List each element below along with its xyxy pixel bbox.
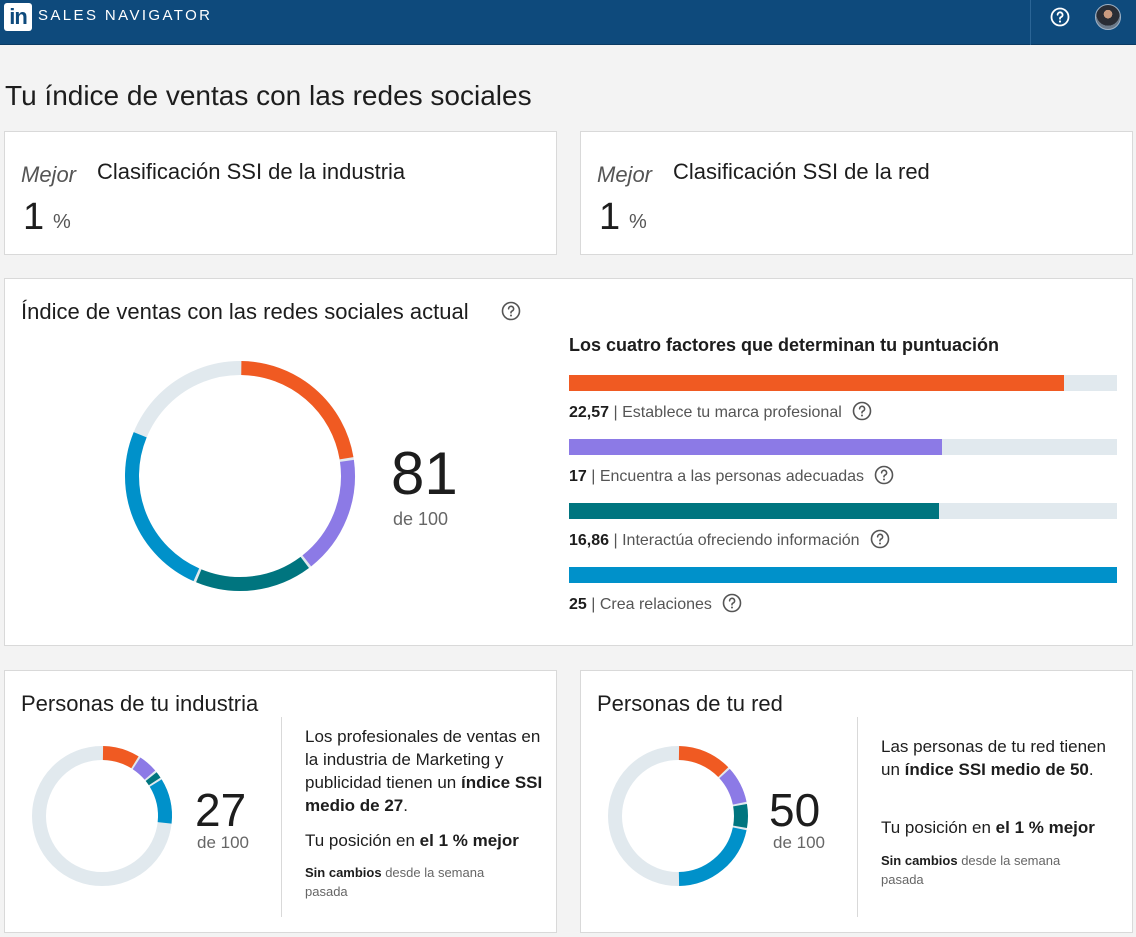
network-rank-card: Mejor Clasificación SSI de la red 1 % bbox=[580, 131, 1133, 255]
donut-segment bbox=[196, 556, 309, 591]
factor-label: 22,57 | Establece tu marca profesional bbox=[569, 401, 872, 422]
rank-value: 1 bbox=[23, 196, 45, 238]
industry-people-card: Personas de tu industria 27 de 100 Los p… bbox=[4, 670, 557, 933]
network-position: Tu posición en el 1 % mejor bbox=[881, 818, 1095, 837]
donut-segment bbox=[125, 432, 200, 582]
donut-segment bbox=[241, 361, 354, 460]
rank-label: Mejor bbox=[597, 162, 653, 187]
peer-divider bbox=[857, 717, 858, 917]
help-circle-icon[interactable] bbox=[874, 465, 894, 485]
help-circle-icon[interactable] bbox=[870, 529, 890, 549]
factor-bar-track bbox=[569, 375, 1117, 391]
network-score: 50 bbox=[769, 784, 821, 836]
top-navigation-bar: in SALES NAVIGATOR bbox=[0, 0, 1136, 45]
help-circle-icon[interactable] bbox=[501, 301, 521, 321]
donut-segment bbox=[145, 772, 161, 786]
rank-label: Mejor bbox=[21, 162, 77, 187]
peer-title: Personas de tu industria bbox=[21, 691, 259, 716]
peer-title: Personas de tu red bbox=[597, 691, 783, 716]
rank-value: 1 bbox=[599, 196, 621, 238]
factor-bar-fill bbox=[569, 375, 1064, 391]
donut-segment bbox=[678, 746, 729, 778]
ssi-score: 81 bbox=[391, 440, 458, 507]
factor-label: 16,86 | Interactúa ofreciendo informació… bbox=[569, 529, 890, 550]
factor-label: 17 | Encuentra a las personas adecuadas bbox=[569, 465, 894, 486]
factor-bar-fill bbox=[569, 503, 939, 519]
ssi-donut-chart bbox=[125, 361, 355, 591]
industry-score: 27 bbox=[195, 784, 247, 836]
factor-bar-fill bbox=[569, 567, 1117, 583]
peer-divider bbox=[281, 717, 282, 917]
help-circle-icon[interactable] bbox=[1050, 7, 1070, 27]
rank-unit: % bbox=[629, 211, 647, 233]
donut-segment bbox=[678, 827, 747, 886]
factors-heading: Los cuatro factores que determinan tu pu… bbox=[569, 335, 1000, 355]
donut-segment bbox=[132, 757, 156, 780]
ssi-score-sub: de 100 bbox=[393, 509, 449, 529]
linkedin-logo[interactable]: in bbox=[4, 3, 32, 31]
help-circle-icon[interactable] bbox=[852, 401, 872, 421]
ssi-card: Índice de ventas con las redes sociales … bbox=[4, 278, 1133, 646]
ssi-title: Índice de ventas con las redes sociales … bbox=[21, 299, 469, 324]
industry-rank-card: Mejor Clasificación SSI de la industria … bbox=[4, 131, 557, 255]
factor-bar-track bbox=[569, 439, 1117, 455]
rank-unit: % bbox=[53, 211, 71, 233]
factor-bar-track bbox=[569, 503, 1117, 519]
industry-change-note: Sin cambios desde la semana pasada bbox=[305, 865, 485, 899]
user-avatar[interactable] bbox=[1095, 4, 1121, 30]
network-change-note: Sin cambios desde la semana pasada bbox=[881, 853, 1061, 887]
topbar-divider bbox=[1030, 0, 1031, 45]
factor-label: 25 | Crea relaciones bbox=[569, 593, 742, 614]
industry-score-sub: de 100 bbox=[197, 833, 249, 852]
help-circle-icon[interactable] bbox=[722, 593, 742, 613]
brand-name: SALES NAVIGATOR bbox=[38, 7, 213, 24]
donut-segment bbox=[719, 768, 747, 805]
network-donut-chart bbox=[608, 746, 748, 886]
donut-segment bbox=[302, 459, 355, 567]
factor-bar-fill bbox=[569, 439, 942, 455]
donut-segment bbox=[149, 779, 172, 824]
industry-donut-chart bbox=[32, 746, 172, 886]
donut-segment bbox=[102, 746, 139, 769]
industry-position: Tu posición en el 1 % mejor bbox=[305, 831, 519, 850]
network-score-sub: de 100 bbox=[773, 833, 825, 852]
rank-title: Clasificación SSI de la red bbox=[673, 159, 930, 184]
donut-segment bbox=[733, 803, 748, 829]
network-summary: Las personas de tu red tienen un índice … bbox=[881, 737, 1106, 779]
factor-bar-track bbox=[569, 567, 1117, 583]
rank-title: Clasificación SSI de la industria bbox=[97, 159, 406, 184]
network-people-card: Personas de tu red 50 de 100 Las persona… bbox=[580, 670, 1133, 933]
industry-summary: Los profesionales de ventas en la indust… bbox=[305, 727, 543, 815]
page-title: Tu índice de ventas con las redes social… bbox=[5, 80, 532, 111]
